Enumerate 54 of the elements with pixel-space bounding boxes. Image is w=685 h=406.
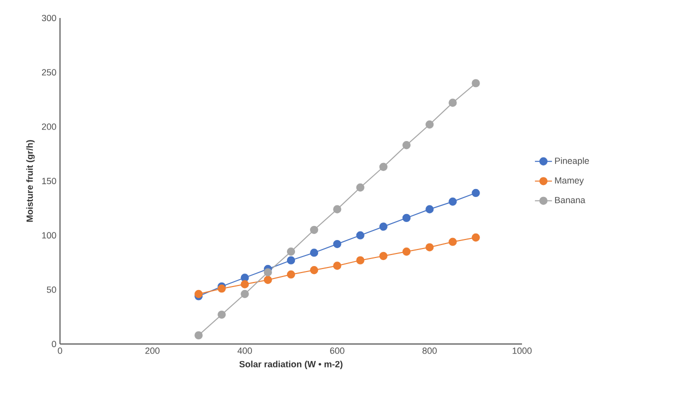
point [286, 248, 296, 256]
y-tick-label: 200 [42, 123, 56, 130]
point [264, 276, 272, 284]
x-tick-label: 800 [422, 348, 437, 354]
point [218, 310, 226, 319]
point [379, 162, 388, 171]
point [472, 79, 480, 88]
x-tick-label: 0 [58, 348, 62, 354]
point [402, 214, 411, 222]
y-tick-label: 50 [46, 286, 56, 293]
point [194, 331, 203, 340]
point [472, 233, 480, 242]
y-tick-label: 250 [42, 69, 56, 76]
point [448, 98, 457, 107]
point [240, 280, 249, 288]
point [472, 188, 480, 198]
y-tick-label: 150 [42, 178, 56, 184]
point [448, 198, 457, 206]
point [402, 248, 411, 256]
point [286, 270, 296, 279]
point [356, 256, 364, 264]
y-axis-title: Moisture fruit (gr/h) [26, 140, 35, 222]
point [240, 274, 249, 282]
point [264, 268, 272, 276]
x-tick-label: 200 [145, 348, 160, 354]
x-axis-title: Solar radiation (W • m-2) [239, 360, 342, 370]
point [426, 205, 434, 214]
point [379, 252, 388, 260]
point [218, 284, 226, 293]
point [240, 290, 249, 298]
point [286, 256, 296, 264]
point [333, 240, 342, 248]
point [310, 248, 318, 257]
point [194, 290, 203, 298]
y-tick-label: 0 [52, 340, 56, 348]
y-tick-label: 300 [42, 14, 56, 22]
point [379, 222, 388, 231]
point [333, 262, 342, 270]
point [426, 243, 434, 252]
point [310, 226, 318, 234]
point [426, 120, 434, 129]
legend-label: Banana [555, 196, 586, 204]
point [356, 231, 364, 240]
y-tick-label: 100 [42, 232, 56, 239]
point [402, 141, 411, 150]
legend-label: Pineaple [555, 157, 589, 166]
point [356, 183, 364, 192]
point [333, 205, 342, 214]
point [448, 238, 457, 246]
x-tick-label: 600 [330, 348, 344, 354]
point [310, 266, 318, 274]
x-tick-label: 1000 [512, 348, 532, 354]
legend-label: Mamey [555, 177, 584, 186]
x-tick-label: 400 [238, 348, 252, 354]
